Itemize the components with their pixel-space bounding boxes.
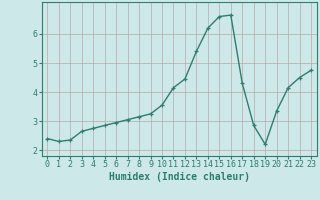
X-axis label: Humidex (Indice chaleur): Humidex (Indice chaleur): [109, 172, 250, 182]
